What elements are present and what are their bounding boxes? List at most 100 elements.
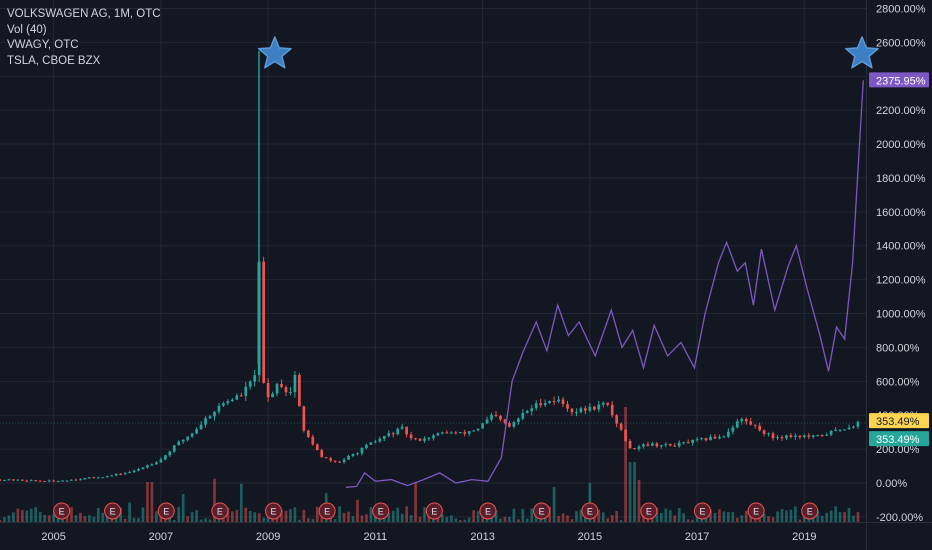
candle-body <box>289 392 292 394</box>
candle-body <box>731 427 735 432</box>
price-badge-label: 353.49% <box>876 434 920 446</box>
volume-bar <box>418 516 422 522</box>
volume-bar <box>43 514 47 522</box>
candle-body <box>508 423 511 427</box>
candle-body <box>61 480 64 482</box>
x-axis[interactable]: 2005 2007 2009 2011 2013 2015 2017 2019 <box>41 531 816 543</box>
candle-body <box>29 480 33 482</box>
candle-body <box>539 403 543 406</box>
y-tick-label: 600.00% <box>876 376 920 388</box>
candle-body <box>342 459 346 463</box>
candle-body <box>101 477 105 479</box>
volume-bar <box>231 511 234 522</box>
candle-body <box>213 411 216 417</box>
candle-body <box>771 433 775 439</box>
candle-body <box>579 408 583 413</box>
y-tick-label: 800.00% <box>876 342 920 354</box>
legend-compare-vwagy[interactable]: VWAGY, OTC <box>7 39 79 51</box>
volume-bar <box>128 502 131 522</box>
candle-body <box>624 429 627 442</box>
candle-body <box>646 444 650 446</box>
volume-bar <box>101 512 105 522</box>
candle-body <box>740 418 744 422</box>
volume-bar <box>284 510 288 522</box>
volume-bar <box>816 510 820 522</box>
candle-body <box>266 382 270 398</box>
earnings-marker-label: E <box>807 507 813 517</box>
candle-body <box>825 434 829 436</box>
candle-body <box>163 455 167 460</box>
candle-body <box>324 457 328 459</box>
volume-bar <box>88 515 91 522</box>
candle-body <box>132 470 136 473</box>
earnings-marker-label: E <box>217 507 223 517</box>
candle-body <box>208 416 212 419</box>
volume-bar <box>311 518 315 522</box>
candle-body <box>458 432 462 434</box>
tsla-line <box>345 80 864 488</box>
candle-body <box>642 444 645 447</box>
volume-bar <box>467 517 471 522</box>
volume-bar <box>181 494 185 522</box>
candle-body <box>713 436 717 439</box>
price-badge <box>869 431 929 447</box>
earnings-marker <box>211 502 229 520</box>
candle-body <box>802 435 806 438</box>
candle-body <box>34 480 38 482</box>
volume-bar <box>391 510 395 522</box>
candle-body <box>114 473 118 476</box>
candle-body <box>110 475 114 477</box>
candle-body <box>168 451 172 456</box>
candle-body <box>38 480 42 482</box>
volume-bar <box>25 510 29 522</box>
candle-body <box>74 479 78 481</box>
candle-body <box>695 439 699 441</box>
earnings-marker <box>53 502 71 520</box>
star-icon <box>257 36 292 69</box>
candle-body <box>472 430 476 432</box>
volume-bar <box>633 462 636 522</box>
candle-body <box>239 395 243 397</box>
earnings-marker <box>747 502 765 520</box>
volume-bar <box>302 509 306 522</box>
candle-body <box>253 375 257 382</box>
candle-body <box>369 442 373 445</box>
candle-body <box>807 435 811 437</box>
candle-body <box>365 444 368 448</box>
earnings-marker <box>581 502 599 520</box>
legend-volume[interactable]: Vol (40) <box>7 23 47 36</box>
candle-body <box>396 428 400 435</box>
candle-body <box>722 436 726 438</box>
candle-body <box>96 477 100 479</box>
volume-bar <box>29 508 33 522</box>
volume-bar <box>463 519 467 522</box>
volume-bar <box>660 513 663 522</box>
legend-main-symbol[interactable]: VOLKSWAGEN AG, 1M, OTC <box>7 8 161 20</box>
earnings-marker-label: E <box>270 507 276 517</box>
volume-bar <box>727 512 730 522</box>
candle-body <box>231 399 234 402</box>
candle-body <box>186 436 190 440</box>
candle-body <box>360 447 364 454</box>
candle-body <box>7 479 11 481</box>
candle-body <box>70 479 73 481</box>
x-tick-label: 2007 <box>149 531 173 543</box>
volume-bar <box>575 511 578 522</box>
legend-compare-tsla[interactable]: TSLA, CBOE BZX <box>7 54 101 67</box>
x-tick-label: 2013 <box>470 531 494 543</box>
y-tick-label: 2800.00% <box>876 3 926 15</box>
candle-body <box>847 427 851 430</box>
candle-body <box>12 479 15 481</box>
earnings-marker-label: E <box>431 507 437 517</box>
candle-body <box>637 446 641 449</box>
candle-body <box>704 438 708 441</box>
candle-body <box>391 433 395 435</box>
volume-bar <box>137 518 140 522</box>
x-tick-label: 2017 <box>685 531 709 543</box>
y-tick-label: 2000.00% <box>876 139 926 151</box>
y-tick-label: 200.00% <box>876 444 920 456</box>
candle-body <box>25 480 29 482</box>
candle-body <box>619 423 623 430</box>
